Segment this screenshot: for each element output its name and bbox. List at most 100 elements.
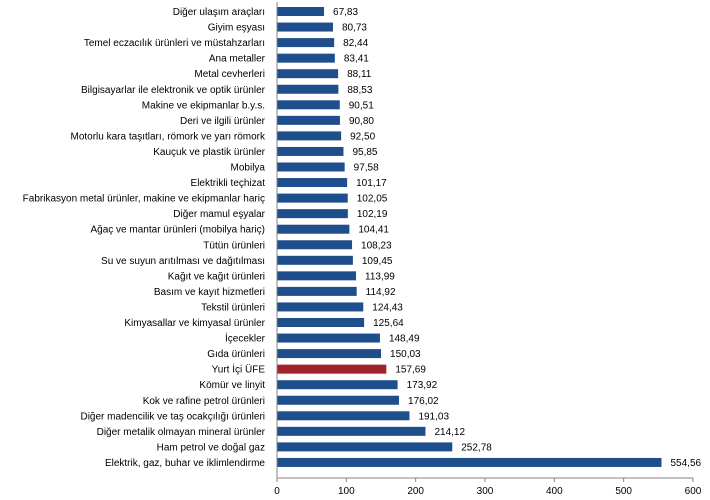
category-label: Elektrikli teçhizat — [191, 178, 266, 189]
category-label: Diğer mamul eşyalar — [173, 209, 265, 220]
bar — [277, 162, 345, 172]
bar — [277, 395, 400, 405]
category-label: Elektrik, gaz, buhar ve iklimlendirme — [105, 458, 265, 469]
category-label: Temel eczacılık ürünleri ve müstahzarlar… — [84, 38, 265, 49]
category-label: Tütün ürünleri — [203, 240, 265, 251]
x-tick-label: 0 — [274, 486, 280, 497]
value-label: 80,73 — [342, 23, 367, 34]
category-label: Ağaç ve mantar ürünleri (mobilya hariç) — [90, 225, 265, 236]
value-label: 214,12 — [434, 427, 465, 438]
bar — [277, 7, 325, 16]
category-label: Diğer metalik olmayan mineral ürünler — [97, 427, 266, 438]
bars-group — [277, 7, 662, 467]
value-label: 108,23 — [361, 240, 392, 251]
category-label: Kauçuk ve plastik ürünler — [153, 147, 265, 158]
category-label: Ana metaller — [209, 54, 266, 65]
value-label: 109,45 — [362, 256, 393, 267]
bar — [277, 115, 340, 125]
value-label: 90,80 — [349, 116, 374, 127]
bar — [277, 411, 410, 421]
category-label: Metal cevherleri — [194, 69, 265, 80]
bar — [277, 146, 344, 156]
category-label: Diğer madencilik ve taş ocakçılığı ürünl… — [80, 411, 265, 422]
value-label: 150,03 — [390, 349, 421, 360]
bar — [277, 457, 662, 467]
x-tick-label: 500 — [615, 486, 632, 497]
value-label: 113,99 — [365, 271, 395, 282]
value-label: 114,92 — [366, 287, 396, 298]
category-label: Kömür ve linyit — [199, 380, 265, 391]
category-label: Kok ve rafine petrol ürünleri — [143, 396, 265, 407]
bar — [277, 302, 364, 312]
x-tick-label: 600 — [685, 486, 702, 497]
value-label: 124,43 — [372, 302, 403, 313]
bar-highlight — [277, 364, 387, 374]
category-label: Deri ve ilgili ürünler — [180, 116, 266, 127]
bar — [277, 380, 398, 390]
x-tick-label: 200 — [407, 486, 424, 497]
category-label: İçecekler — [225, 332, 266, 345]
value-label: 101,17 — [356, 178, 387, 189]
value-label: 157,69 — [395, 365, 426, 376]
bar — [277, 442, 453, 452]
value-label: 88,11 — [347, 69, 372, 80]
value-label: 67,83 — [333, 7, 358, 18]
bar — [277, 426, 426, 436]
value-label: 125,64 — [373, 318, 404, 329]
value-label: 92,50 — [350, 131, 375, 142]
value-label: 104,41 — [358, 225, 389, 236]
bar — [277, 318, 365, 327]
value-label: 82,44 — [343, 38, 368, 49]
category-label: Ham petrol ve doğal gaz — [157, 442, 265, 453]
category-label: Bilgisayarlar ile elektronik ve optik ür… — [81, 85, 266, 96]
value-label: 176,02 — [408, 396, 439, 407]
category-label: Yurt İçi ÜFE — [212, 363, 266, 376]
x-tick-label: 400 — [546, 486, 563, 497]
bar — [277, 240, 353, 250]
category-label: Giyim eşyası — [208, 23, 265, 34]
bar — [277, 69, 339, 79]
bar — [277, 193, 348, 203]
value-label: 90,51 — [349, 100, 374, 111]
bar — [277, 349, 382, 359]
value-label: 88,53 — [347, 85, 372, 96]
bar — [277, 38, 335, 48]
bar — [277, 209, 348, 219]
x-axis: 0 100 200 300 400 500 600 — [274, 2, 702, 497]
bar — [277, 22, 333, 32]
bar — [277, 178, 348, 188]
category-label: Kimyasallar ve kimyasal ürünler — [124, 318, 265, 329]
category-label: Gıda ürünleri — [207, 349, 265, 360]
bar — [277, 84, 339, 94]
value-label: 148,49 — [389, 334, 420, 345]
value-label: 83,41 — [344, 54, 369, 65]
category-label: Motorlu kara taşıtları, römork ve yarı r… — [71, 131, 266, 142]
bar — [277, 286, 357, 296]
category-label: Tekstil ürünleri — [201, 302, 265, 313]
value-label: 554,56 — [670, 458, 701, 469]
category-labels-group: Diğer ulaşım araçları Giyim eşyası Temel e… — [23, 7, 266, 469]
value-label: 102,05 — [357, 194, 388, 205]
bar — [277, 224, 350, 234]
bar — [277, 271, 357, 281]
value-label: 191,03 — [418, 411, 449, 422]
bar — [277, 333, 380, 343]
category-label: Mobilya — [231, 163, 266, 174]
category-label: Diğer ulaşım araçları — [173, 7, 265, 18]
x-tick-label: 100 — [338, 486, 355, 497]
value-label: 95,85 — [352, 147, 377, 158]
category-label: Basım ve kayıt hizmetleri — [154, 287, 265, 298]
x-tick-label: 300 — [477, 486, 494, 497]
category-label: Kağıt ve kağıt ürünleri — [168, 271, 265, 282]
value-label: 97,58 — [354, 163, 379, 174]
value-label: 252,78 — [461, 442, 492, 453]
value-label: 173,92 — [407, 380, 438, 391]
bar — [277, 53, 335, 63]
category-label: Su ve suyun arıtılması ve dağıtılması — [101, 256, 265, 267]
value-label: 102,19 — [357, 209, 388, 220]
value-labels-group: 67,83 80,73 82,44 83,41 88,11 88,53 90,51 90,80… — [333, 7, 701, 469]
bar — [277, 131, 342, 141]
category-label: Fabrikasyon metal ürünler, makine ve eki… — [23, 194, 265, 205]
